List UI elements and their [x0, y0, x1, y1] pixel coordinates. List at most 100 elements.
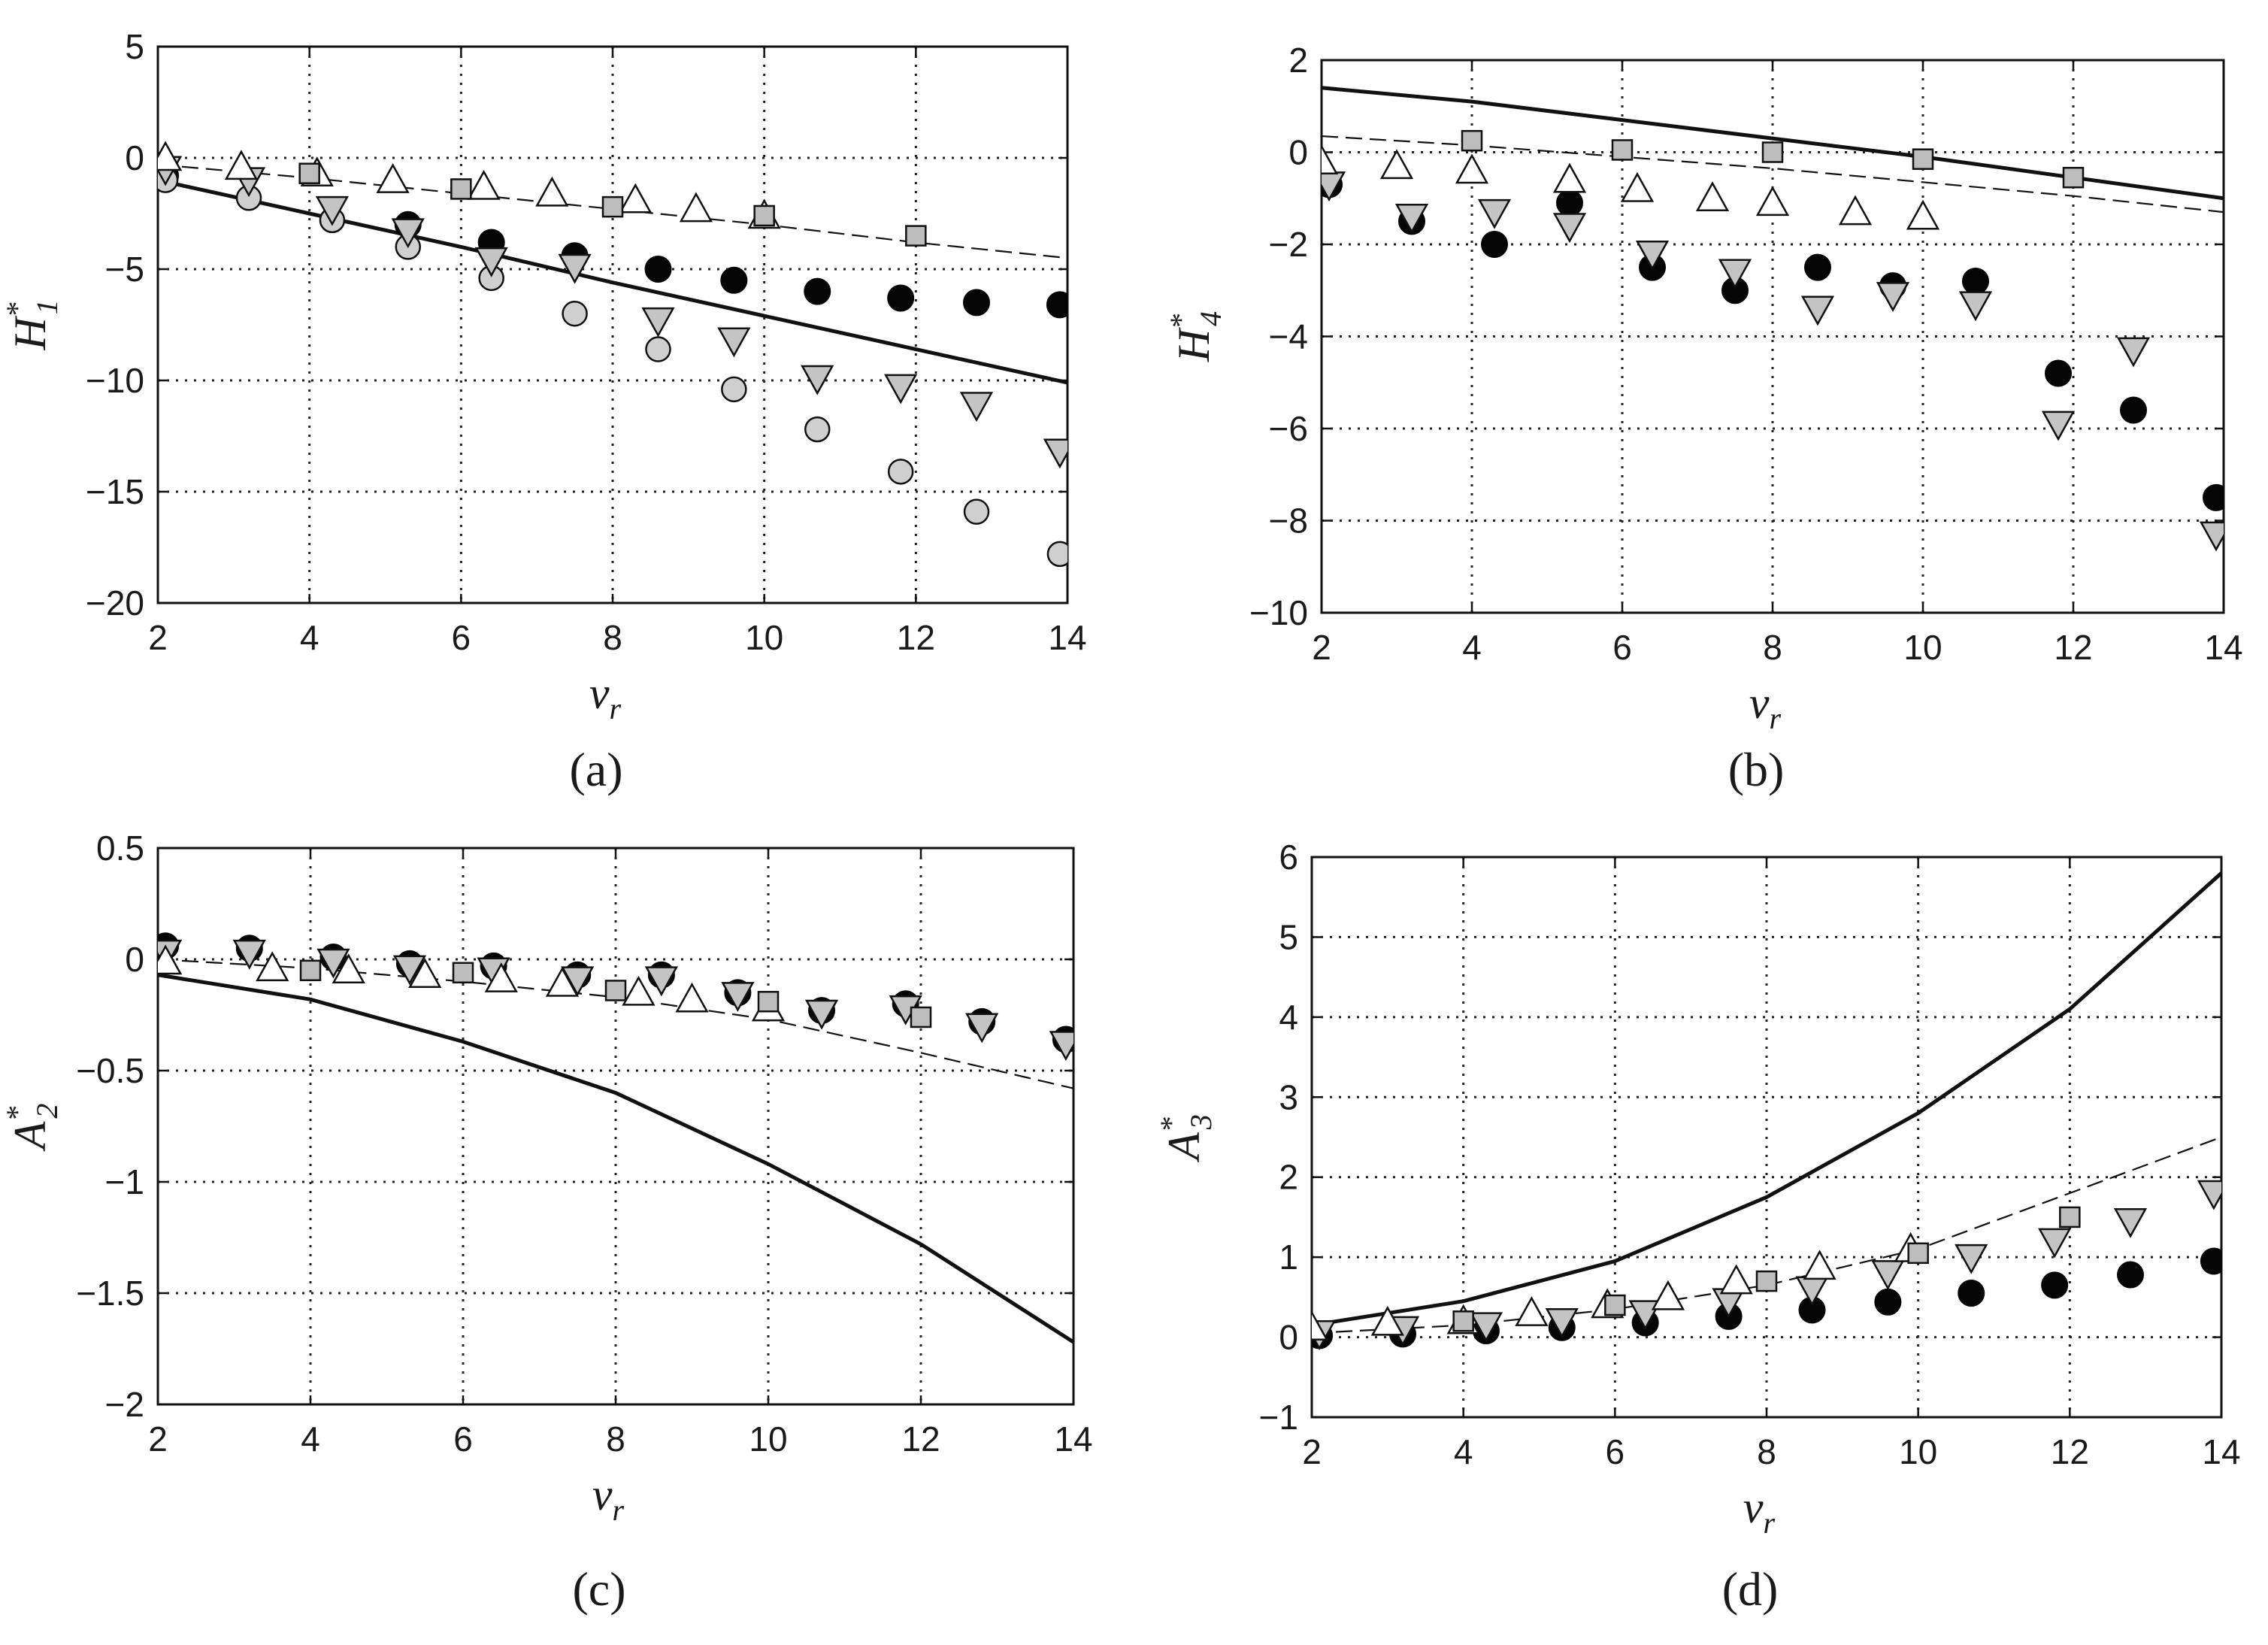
- y-tick-label: −6: [1269, 409, 1308, 448]
- point-black-circles: [1874, 1288, 1902, 1316]
- panel-label: (c): [572, 1562, 625, 1616]
- point-gray-down-triangles: [644, 966, 679, 997]
- point-gray-squares: [1452, 1310, 1474, 1332]
- y-axis-label-sub: 4: [1194, 311, 1228, 326]
- axes-frame: [1320, 59, 2225, 614]
- point-gray-down-triangles: [2041, 410, 2076, 441]
- point-gray-circles: [562, 300, 588, 327]
- point-black-circles: [887, 284, 915, 312]
- x-tick-label: 4: [1462, 628, 1482, 667]
- point-gray-squares: [753, 204, 775, 227]
- point-gray-down-triangles: [1552, 213, 1587, 244]
- x-axis-label-main: v: [592, 1470, 613, 1519]
- point-black-circles: [644, 256, 672, 283]
- y-tick-label: 5: [1279, 917, 1298, 956]
- x-tick-label: 14: [1054, 1419, 1092, 1459]
- x-tick-label: 12: [901, 1419, 940, 1459]
- x-tick-label: 12: [897, 618, 935, 657]
- x-tick-label: 10: [749, 1419, 787, 1459]
- point-white-up-triangles: [1755, 186, 1790, 217]
- point-black-circles: [1962, 268, 1989, 295]
- y-axis-label-main: A: [5, 1121, 55, 1152]
- y-axis-label-sub: 3: [1184, 1114, 1218, 1130]
- point-gray-down-triangles: [2113, 1208, 2148, 1238]
- x-axis-label-sub: r: [1770, 701, 1782, 735]
- point-gray-down-triangles: [391, 218, 425, 249]
- y-tick-label: −4: [1269, 317, 1308, 356]
- point-gray-squares: [1907, 1242, 1929, 1265]
- x-tick-label: 14: [2202, 1432, 2240, 1471]
- point-white-up-triangles: [679, 192, 713, 223]
- plot-area: [1312, 871, 2221, 1350]
- point-gray-down-triangles: [2197, 1180, 2221, 1210]
- point-black-circles: [2045, 359, 2072, 387]
- y-axis-label-sup: *: [1154, 1117, 1188, 1132]
- point-gray-down-triangles: [1955, 1244, 1988, 1274]
- point-white-up-triangles: [158, 141, 183, 171]
- x-tick-label: 6: [1612, 628, 1632, 667]
- point-black-circles: [1046, 291, 1067, 319]
- point-black-circles: [720, 266, 748, 294]
- x-tick-label: 8: [1757, 1432, 1776, 1471]
- point-white-up-triangles: [1322, 144, 1339, 174]
- point-gray-down-triangles: [965, 1013, 999, 1044]
- point-gray-down-triangles: [641, 307, 675, 338]
- y-tick-label: −8: [1269, 501, 1308, 541]
- point-white-up-triangles: [535, 176, 569, 207]
- point-gray-squares: [1604, 1294, 1626, 1316]
- point-gray-squares: [910, 1006, 932, 1029]
- point-gray-squares: [1611, 139, 1634, 161]
- x-axis-label: vr: [1743, 1483, 1776, 1540]
- chart-panel-a: 2 4 6 8 10 12 14 5 0 −5 −10 −15 −20 vr H*1 (a): [0, 27, 1087, 796]
- point-white-up-triangles: [332, 953, 365, 984]
- series-solid-line: [158, 178, 1067, 385]
- point-gray-down-triangles: [801, 365, 834, 395]
- point-gray-down-triangles: [804, 999, 839, 1030]
- point-white-up-triangles: [1803, 1250, 1837, 1280]
- axes-frame: [156, 847, 1075, 1406]
- y-tick-label: 6: [1279, 838, 1298, 877]
- x-tick-label: 8: [1763, 628, 1782, 667]
- point-white-up-triangles: [158, 944, 183, 975]
- point-white-up-triangles: [376, 163, 410, 193]
- axes-frame: [1310, 856, 2223, 1419]
- y-axis-label-main: A: [1159, 1132, 1209, 1163]
- point-gray-down-triangles: [1876, 282, 1910, 312]
- point-gray-circles: [963, 498, 990, 525]
- x-tick-label: 4: [300, 618, 319, 657]
- point-gray-down-triangles: [2038, 1228, 2072, 1259]
- point-gray-squares: [1461, 129, 1483, 152]
- plot-area: [158, 932, 1073, 1344]
- x-tick-label: 4: [301, 1419, 320, 1459]
- point-gray-down-triangles: [1800, 295, 1835, 326]
- point-gray-squares: [299, 959, 322, 982]
- point-white-up-triangles: [1719, 1264, 1753, 1295]
- point-black-circles: [2120, 396, 2147, 424]
- y-axis-label-main: H: [5, 315, 55, 351]
- point-gray-down-triangles: [1795, 1276, 1829, 1307]
- x-axis-label: vr: [592, 1470, 625, 1527]
- point-black-circles: [1958, 1280, 1985, 1307]
- point-gray-circles: [721, 376, 747, 403]
- y-axis-label-sub: 1: [30, 299, 64, 314]
- point-gray-down-triangles: [959, 392, 994, 423]
- point-gray-squares: [1755, 1270, 1778, 1292]
- point-gray-down-triangles: [2116, 337, 2151, 368]
- point-gray-down-triangles: [315, 195, 350, 226]
- y-axis-label-sup: *: [0, 302, 34, 317]
- point-gray-down-triangles: [1718, 259, 1752, 289]
- point-white-up-triangles: [467, 169, 501, 200]
- y-tick-label: −10: [1249, 593, 1308, 632]
- point-black-circles: [2041, 1271, 2069, 1299]
- point-gray-down-triangles: [1469, 1312, 1503, 1343]
- point-white-up-triangles: [1552, 162, 1587, 193]
- y-tick-label: −2: [1269, 225, 1308, 264]
- y-tick-label: −10: [86, 361, 144, 400]
- x-axis-label-main: v: [1749, 678, 1770, 728]
- x-tick-label: 10: [745, 618, 783, 657]
- axes-frame: [156, 45, 1069, 604]
- y-tick-label: 1: [1279, 1238, 1298, 1277]
